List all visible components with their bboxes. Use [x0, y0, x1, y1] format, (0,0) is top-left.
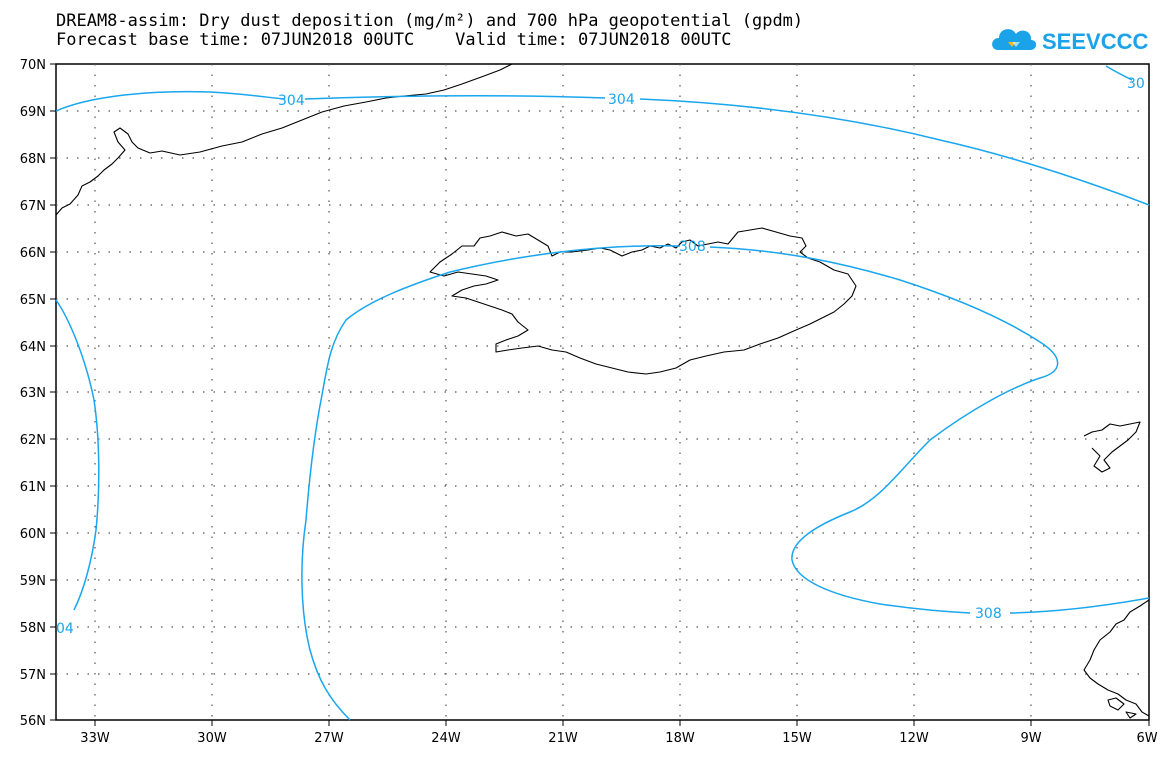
lat-label: 62N: [20, 433, 46, 448]
lat-label: 64N: [20, 340, 46, 355]
lat-label: 65N: [20, 293, 46, 308]
longitude-gridlines: [94, 64, 1032, 720]
lat-label: 66N: [20, 246, 46, 261]
faroe-coast: [1083, 421, 1141, 473]
lon-label: 33W: [80, 731, 110, 746]
latitude-gridlines: [56, 110, 1149, 675]
contour-304-corner: [1105, 65, 1133, 81]
lat-label: 59N: [20, 574, 46, 589]
lat-label: 58N: [20, 621, 46, 636]
lat-label: 56N: [20, 714, 46, 729]
contour-label: 04: [56, 621, 74, 637]
chart-title-line2: Forecast base time: 07JUN2018 00UTC Vali…: [56, 30, 732, 50]
contour-304-west: [55, 299, 100, 611]
hebrides-coast: [1107, 697, 1137, 719]
lon-label: 27W: [314, 731, 344, 746]
latitude-labels: 70N 69N 68N 67N 66N 65N 64N 63N 62N 61N …: [20, 58, 46, 729]
lon-label: 21W: [548, 731, 578, 746]
seevccc-logo: SEEVCCC: [992, 29, 1148, 54]
lon-label: 12W: [899, 731, 929, 746]
lon-label: 15W: [782, 731, 812, 746]
cloud-logo-icon: [992, 29, 1037, 50]
contour-label: 304: [278, 93, 305, 109]
tick-marks: [50, 63, 1150, 726]
lat-label: 70N: [20, 58, 46, 73]
contour-labels: 304 304 308 308 30 04: [56, 76, 1145, 637]
chart-title-line1: DREAM8-assim: Dry dust deposition (mg/m²…: [56, 11, 804, 31]
contour-304-north: [55, 90, 1150, 206]
greenland-coast: [55, 63, 513, 216]
contour-308: [301, 245, 1150, 721]
lat-label: 67N: [20, 199, 46, 214]
logo-text: SEEVCCC: [1042, 29, 1148, 54]
lon-label: 24W: [431, 731, 461, 746]
lon-label: 9W: [1020, 731, 1041, 746]
lon-label: 30W: [197, 731, 227, 746]
lat-label: 68N: [20, 152, 46, 167]
contour-label: 30: [1127, 76, 1145, 92]
contour-label: 308: [975, 606, 1002, 622]
lat-label: 60N: [20, 527, 46, 542]
lat-label: 63N: [20, 386, 46, 401]
lat-label: 57N: [20, 668, 46, 683]
scotland-coast: [1083, 599, 1150, 717]
lat-label: 61N: [20, 480, 46, 495]
contour-label: 304: [608, 92, 635, 108]
lon-label: 6W: [1136, 731, 1157, 746]
lat-label: 69N: [20, 105, 46, 120]
iceland-coast: [429, 227, 857, 375]
lon-label: 18W: [665, 731, 695, 746]
contour-label: 308: [679, 239, 706, 255]
geopotential-contours: [55, 65, 1150, 721]
longitude-labels: 33W 30W 27W 24W 21W 18W 15W 12W 9W 6W: [80, 731, 1157, 746]
